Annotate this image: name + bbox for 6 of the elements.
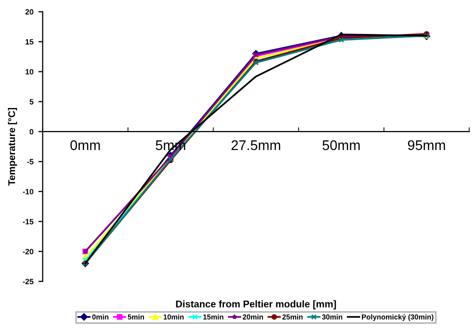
x-tick-label: 95mm [408, 140, 445, 150]
y-axis-title: Temperature [°C] [8, 108, 18, 186]
x-tick-label: 0mm [70, 140, 100, 150]
x-tick-label: 50mm [322, 140, 360, 150]
x-axis-title: Distance from Peltier module [mm] [176, 300, 336, 310]
x-tick-label: 27.5mm [232, 140, 280, 150]
